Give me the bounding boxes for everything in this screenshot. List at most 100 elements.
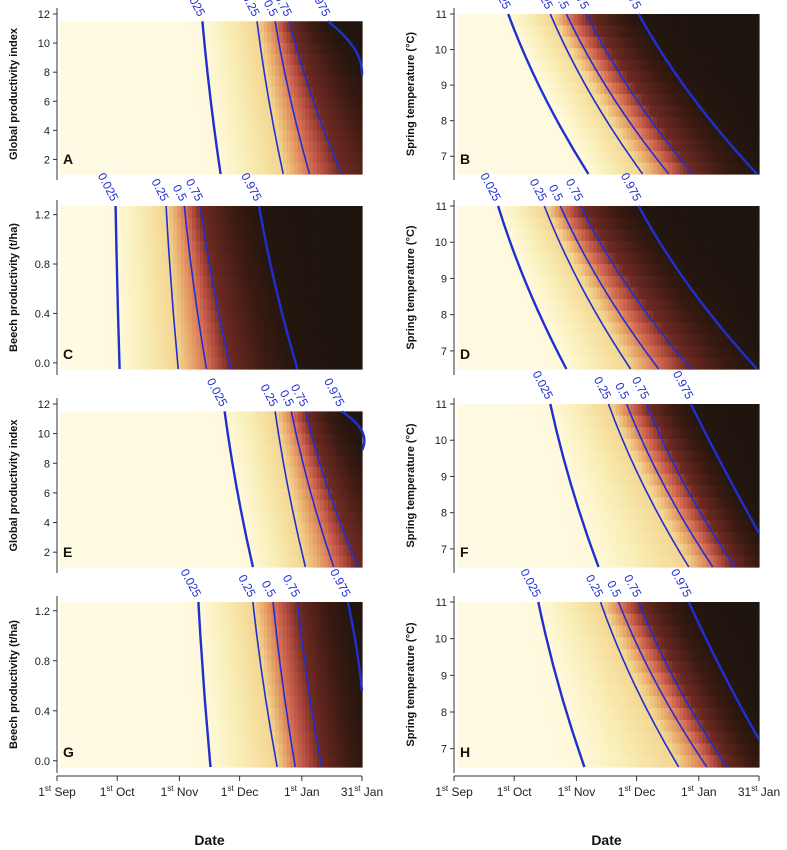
heat-cell [509,217,515,230]
heat-cell [127,217,133,230]
heat-cell [641,128,647,141]
heat-cell [494,25,500,38]
heat-cell [630,357,636,370]
heat-cell [350,240,356,254]
heat-cell [112,275,118,289]
heat-cell [154,163,159,175]
heat-cell [623,357,628,370]
heat-cell [736,36,741,49]
heat-cell [188,444,193,457]
heat-cell [562,48,568,61]
heat-cell [173,433,178,446]
heat-cell [180,275,186,289]
heat-cell [608,128,613,141]
heat-cell [101,422,106,435]
heat-cell [732,59,737,72]
heat-cell [487,162,492,175]
heat-cell [581,252,586,265]
heat-cell [641,264,647,277]
heat-cell [252,141,257,153]
heat-cell [237,21,242,33]
heat-cell [487,252,492,265]
heat-cell [305,275,310,289]
heat-cell [472,162,477,175]
heat-cell [638,357,643,370]
heat-cell [195,141,201,153]
heat-cell [626,240,632,254]
heat-cell [143,152,148,164]
heat-cell [75,433,80,446]
heat-cell [229,229,235,242]
heat-cell [532,229,537,242]
heat-cell [67,264,72,277]
heat-cell [188,287,193,300]
heat-cell [173,422,178,435]
heat-cell [721,151,726,164]
heat-cell [732,357,737,370]
heat-cell [528,299,534,312]
heat-cell [517,229,522,242]
heat-cell [506,82,511,95]
heat-cell [691,229,696,242]
heat-cell [551,116,556,129]
heat-cell [641,82,647,95]
heat-cell [158,322,163,335]
heat-cell [263,411,269,424]
heat-cell [324,43,329,55]
heat-cell [67,64,72,77]
heat-cell [540,357,545,370]
heat-cell [649,240,654,254]
heat-cell [698,139,703,152]
heat-cell [483,322,488,335]
heat-cell [211,86,216,99]
heat-cell [124,411,129,424]
heat-cell [732,25,737,38]
heat-cell [740,357,745,370]
heat-cell [615,25,620,38]
heat-cell [574,48,579,61]
heat-cell [154,433,159,446]
heat-cell [574,128,579,141]
heat-cell [93,97,99,110]
heat-cell [604,14,609,27]
heat-cell [169,130,174,142]
heat-cell [751,36,756,49]
heat-cell [158,422,163,435]
heat-cell [105,86,110,99]
heat-cell [290,275,295,289]
heat-cell [657,14,662,27]
heat-cell [608,206,613,219]
heat-cell [116,422,122,435]
heat-cell [218,299,223,312]
heat-cell [706,299,711,312]
heat-cell [154,75,159,88]
heat-cell [286,43,291,55]
heat-cell [139,345,144,358]
heat-cell [645,310,651,324]
heat-cell [328,287,333,300]
heat-cell [536,357,541,370]
heat-cell [278,119,284,131]
heat-cell [214,108,220,121]
heat-cell [203,32,208,44]
heat-cell [634,275,639,289]
heat-cell [297,141,303,153]
heat-cell [464,94,469,107]
heat-cell [691,71,696,84]
heat-cell [558,252,564,265]
heat-cell [490,94,496,107]
heat-cell [63,108,69,121]
heat-cell [214,64,220,77]
heat-cell [755,25,760,38]
heat-cell [540,82,545,95]
heat-cell [664,128,669,141]
heat-cell [60,130,65,142]
heat-cell [177,141,182,153]
heat-cell [282,108,288,121]
heat-cell [675,128,681,141]
heat-cell [241,108,246,121]
heat-cell [713,206,719,219]
heat-cell [339,322,344,335]
heat-cell [521,310,526,324]
heat-cell [350,43,356,55]
